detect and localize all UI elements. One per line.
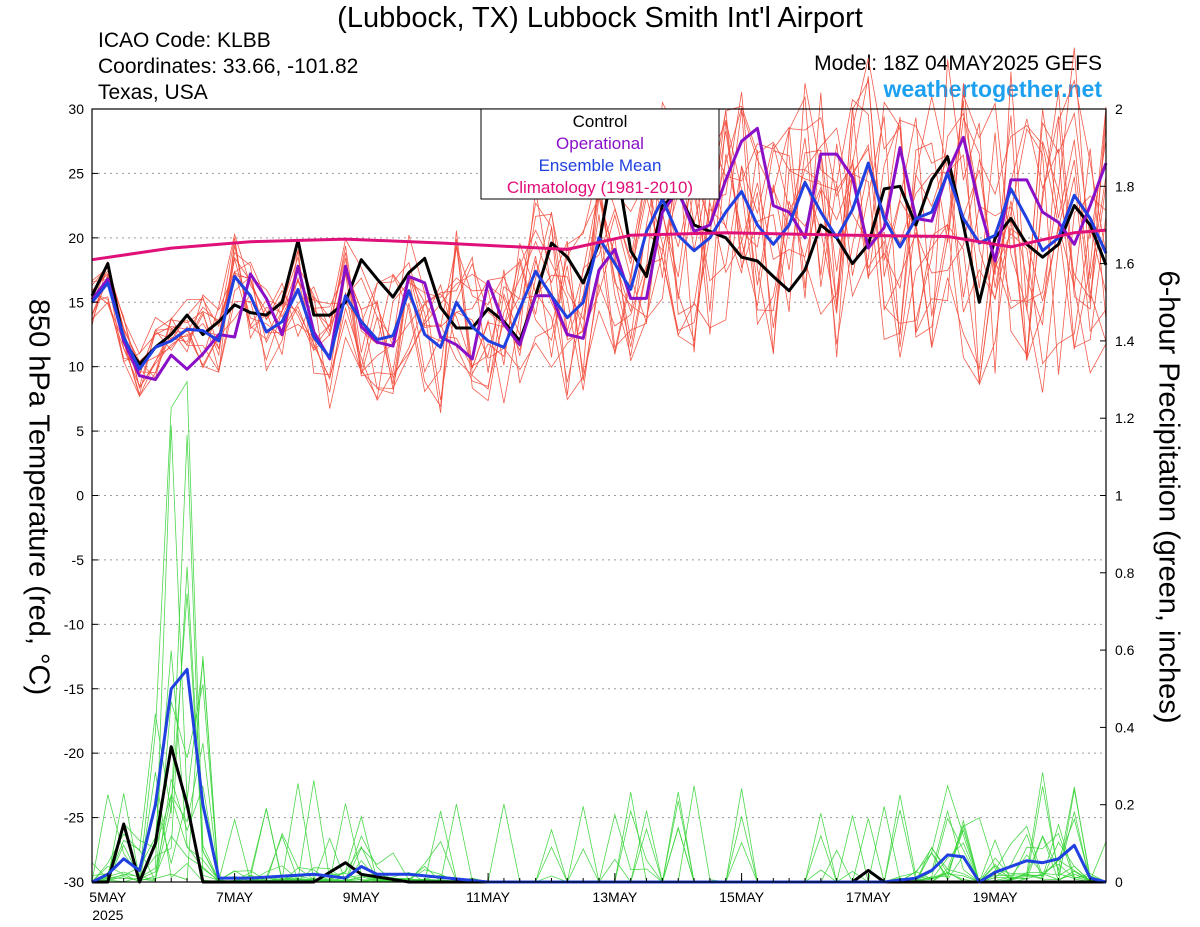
- y2-tick-label: 1.8: [1115, 178, 1135, 194]
- legend: Control Operational Ensemble Mean Climatolo…: [480, 108, 720, 200]
- y2-tick-label: 2: [1115, 101, 1123, 117]
- precip-control-line: [92, 745, 1106, 884]
- y-tick-label: -5: [72, 552, 85, 568]
- y2-tick-label: 0.2: [1115, 797, 1135, 813]
- temp-ensemble-mean-line: [90, 161, 1108, 371]
- precip-member-line: [91, 660, 1107, 883]
- x-tick-label: 13MAY: [592, 889, 638, 905]
- legend-entry: Ensemble Mean: [539, 156, 662, 175]
- legend-entry: Climatology (1981-2010): [507, 178, 693, 197]
- y-tick-label: 5: [76, 423, 84, 439]
- x-tick-label: 5MAY: [89, 889, 127, 905]
- y-tick-label: 0: [76, 488, 84, 504]
- precip-ensemble-mean-line: [91, 667, 1107, 884]
- y2-tick-label: 1: [1115, 488, 1123, 504]
- coordinates: Coordinates: 33.66, -101.82: [98, 55, 359, 78]
- y2-tick-label: 0.4: [1115, 719, 1135, 735]
- axes: 302520151050-5-10-15-20-25-3021.81.61.41…: [64, 101, 1135, 923]
- x-tick-label: 19MAY: [973, 889, 1019, 905]
- precip-member-line: [91, 743, 1107, 883]
- x-tick-sublabel: 2025: [92, 907, 123, 923]
- series-lines: [90, 126, 1108, 884]
- legend-entry: Operational: [556, 134, 644, 153]
- y-tick-label: 20: [68, 230, 84, 246]
- y-tick-label: 15: [68, 294, 84, 310]
- y2-tick-label: 0.8: [1115, 565, 1135, 581]
- temp-control-line: [90, 152, 1108, 366]
- y2-tick-label: 0.6: [1115, 642, 1135, 658]
- legend-box: [480, 108, 720, 200]
- y-tick-label: -15: [64, 681, 84, 697]
- temperature-member-line: [91, 58, 1107, 389]
- chart-title: (Lubbock, TX) Lubbock Smith Int'l Airpor…: [337, 2, 863, 34]
- y2-tick-label: 0: [1115, 874, 1123, 890]
- model-run: Model: 18Z 04MAY2025 GEFS: [814, 52, 1102, 75]
- temp-operational-line: [90, 126, 1108, 381]
- brand-link[interactable]: weathertogether.net: [883, 76, 1102, 102]
- temp-climatology-1981-2010-line: [91, 228, 1107, 262]
- x-tick-label: 7MAY: [216, 889, 254, 905]
- precip-member-line: [91, 650, 1107, 883]
- legend-entry: Control: [573, 112, 628, 131]
- y2-tick-label: 1.2: [1115, 410, 1135, 426]
- precip-member-line: [91, 434, 1107, 883]
- temperature-member-line: [91, 83, 1107, 413]
- x-tick-label: 17MAY: [846, 889, 892, 905]
- y-tick-label: 10: [68, 359, 84, 375]
- y-tick-label: 25: [68, 165, 84, 181]
- y-tick-label: -30: [64, 874, 84, 890]
- precip-member-line: [91, 380, 1107, 883]
- x-tick-label: 9MAY: [343, 889, 381, 905]
- icao-code: ICAO Code: KLBB: [98, 29, 271, 52]
- precip-member-line: [91, 771, 1107, 883]
- temperature-member-line: [91, 94, 1107, 396]
- precip-member-line: [91, 593, 1107, 883]
- y-tick-label: -20: [64, 745, 84, 761]
- y-tick-label: -10: [64, 616, 84, 632]
- region: Texas, USA: [98, 81, 208, 104]
- precip-member-line: [91, 655, 1107, 883]
- y2-tick-label: 1.6: [1115, 256, 1135, 272]
- x-tick-label: 11MAY: [466, 889, 510, 905]
- y2-tick-label: 1.4: [1115, 333, 1135, 349]
- y-tick-label: -25: [64, 810, 84, 826]
- precip-member-line: [91, 425, 1107, 883]
- y-tick-label: 30: [68, 101, 84, 117]
- x-tick-label: 15MAY: [719, 889, 765, 905]
